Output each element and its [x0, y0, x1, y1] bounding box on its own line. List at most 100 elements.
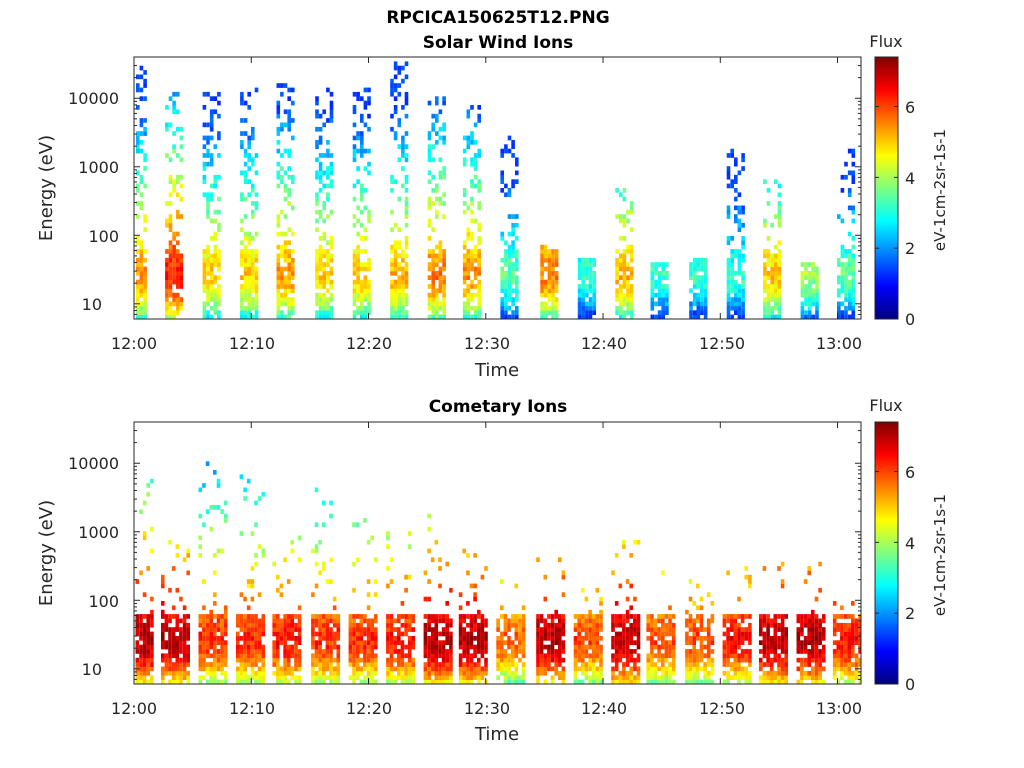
heatmap-cell [507, 249, 512, 254]
heatmap-cell [822, 631, 826, 637]
heatmap-cell [469, 653, 474, 659]
plot-frame [133, 421, 862, 685]
heatmap-cell [844, 279, 848, 285]
heatmap-cell [427, 275, 432, 280]
heatmap-cell [322, 231, 326, 237]
heatmap-cell [359, 657, 364, 663]
heatmap-cell [239, 675, 244, 680]
heatmap-cell [279, 592, 284, 597]
heatmap-cell [588, 653, 592, 659]
heatmap-cell [840, 262, 845, 267]
heatmap-cell [182, 640, 187, 645]
heatmap-cell [243, 257, 248, 263]
heatmap-cell [466, 292, 471, 298]
heatmap-cell [240, 310, 244, 315]
heatmap-cell [462, 201, 467, 206]
heatmap-cell [759, 666, 763, 672]
heatmap-cell [539, 657, 544, 663]
heatmap-cell [473, 253, 478, 259]
heatmap-cell [168, 666, 172, 672]
heatmap-cell [182, 627, 187, 632]
heatmap-cell [427, 292, 432, 298]
heatmap-cell [198, 636, 203, 641]
heatmap-cell [469, 622, 474, 628]
heatmap-cell [558, 622, 562, 628]
heatmap-cell [547, 636, 551, 641]
heatmap-cell [588, 314, 593, 319]
heatmap-cell [780, 640, 785, 645]
heatmap-cell [536, 640, 540, 645]
heatmap-cell [352, 614, 356, 619]
heatmap-cell [554, 670, 558, 676]
heatmap-cell [257, 675, 262, 680]
heatmap-cell [762, 675, 767, 680]
heatmap-cell [774, 262, 778, 267]
heatmap-cell [404, 113, 409, 119]
heatmap-cell [665, 271, 669, 276]
heatmap-cell [573, 640, 578, 645]
heatmap-cell [692, 636, 696, 641]
heatmap-cell [629, 675, 633, 680]
heatmap-cell [466, 622, 470, 628]
heatmap-cell [851, 601, 855, 606]
heatmap-cell [206, 284, 210, 289]
heatmap-cell [236, 631, 240, 637]
heatmap-cell [629, 605, 633, 611]
heatmap-cell [239, 474, 244, 480]
heatmap-cell [386, 531, 390, 536]
heatmap-cell [165, 314, 169, 319]
heatmap-cell [370, 631, 374, 637]
heatmap-cell [500, 179, 504, 184]
heatmap-cell [355, 631, 360, 637]
heatmap-cell [633, 618, 637, 624]
heatmap-cell [515, 275, 519, 280]
heatmap-cell [629, 649, 633, 654]
heatmap-cell [165, 305, 169, 311]
heatmap-cell [374, 657, 378, 663]
heatmap-cell [622, 262, 627, 267]
heatmap-cell [198, 618, 203, 624]
heatmap-cell [243, 231, 248, 237]
heatmap-cell [458, 670, 463, 676]
heatmap-cell [240, 249, 244, 254]
heatmap-cell [703, 288, 708, 294]
heatmap-cell [186, 636, 190, 641]
heatmap-cell [726, 653, 730, 659]
heatmap-cell [243, 244, 248, 250]
heatmap-cell [699, 666, 704, 672]
heatmap-cell [223, 605, 228, 611]
heatmap-cell [397, 614, 401, 619]
heatmap-cell [599, 601, 603, 606]
heatmap-cell [550, 627, 555, 632]
heatmap-cell [318, 292, 323, 298]
heatmap-cell [431, 262, 435, 267]
heatmap-cell [741, 314, 745, 319]
heatmap-cell [366, 622, 371, 628]
heatmap-cell [554, 301, 559, 307]
heatmap-cell [540, 292, 544, 298]
heatmap-cell [390, 301, 394, 307]
heatmap-cell [466, 670, 470, 676]
heatmap-cell [539, 644, 544, 650]
heatmap-cell [477, 262, 481, 267]
heatmap-cell [202, 179, 207, 184]
heatmap-cell [280, 279, 284, 285]
heatmap-cell [314, 583, 319, 589]
heatmap-cell [250, 622, 255, 628]
heatmap-cell [858, 657, 861, 663]
heatmap-cell [239, 622, 244, 628]
heatmap-cell [136, 297, 140, 302]
heatmap-cell [539, 614, 544, 619]
heatmap-cell [734, 310, 738, 315]
heatmap-cell [699, 640, 704, 645]
heatmap-cell [611, 622, 615, 628]
heatmap-cell [329, 209, 334, 215]
heatmap-cell [315, 292, 319, 298]
heatmap-cell [206, 201, 210, 206]
heatmap-cell [386, 670, 390, 676]
heatmap-cell [837, 257, 841, 263]
heatmap-cell [811, 636, 815, 641]
heatmap-cell [352, 631, 356, 637]
heatmap-cell [539, 618, 544, 624]
heatmap-cell [251, 249, 255, 254]
